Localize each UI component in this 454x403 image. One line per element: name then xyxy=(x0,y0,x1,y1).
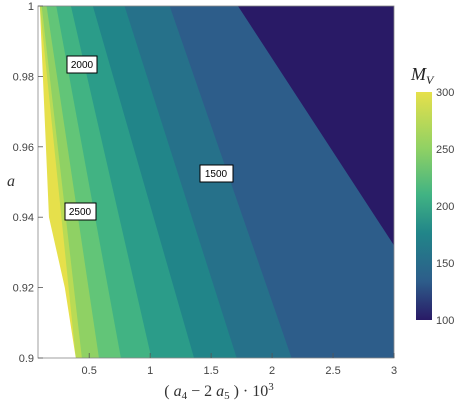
x-axis-label: ( a4 − 2 a5 ) · 103 xyxy=(164,381,274,402)
colorbar-tick-label: 2500 xyxy=(436,144,454,156)
colorbar-gradient xyxy=(416,92,432,320)
contour-label-1500: 1500 xyxy=(199,164,234,183)
colorbar-tick-label: 1000 xyxy=(436,315,454,327)
x-tick-label: 0.5 xyxy=(82,365,97,377)
colorbar: MV 1000 1500 2000 2500 3000 xyxy=(410,64,454,327)
colorbar-tick-label: 3000 xyxy=(436,87,454,99)
colorbar-title: MV xyxy=(410,64,435,87)
y-tick-label: 0.92 xyxy=(13,283,34,295)
colorbar-tick-label: 2000 xyxy=(436,201,454,213)
x-axis-ticks: 0.5 1 1.5 2 2.5 3 xyxy=(82,353,397,377)
y-tick-label: 0.9 xyxy=(19,353,34,365)
y-tick-label: 1 xyxy=(28,1,34,13)
y-axis-ticks: 0.9 0.92 0.94 0.96 0.98 1 xyxy=(13,1,43,365)
plot-frame xyxy=(37,5,395,359)
x-tick-label: 2.5 xyxy=(325,365,340,377)
contour-label-text: 2000 xyxy=(71,60,94,71)
x-tick-label: 3 xyxy=(391,365,397,377)
colorbar-tick-label: 1500 xyxy=(436,258,454,270)
y-tick-label: 0.94 xyxy=(13,212,34,224)
contour-label-2500: 2500 xyxy=(64,202,97,221)
contour-label-2000: 2000 xyxy=(66,55,98,74)
y-tick-label: 0.98 xyxy=(13,71,34,83)
contour-label-text: 2500 xyxy=(69,207,92,218)
y-tick-label: 0.96 xyxy=(13,142,34,154)
x-tick-label: 2 xyxy=(269,365,275,377)
x-tick-label: 1.5 xyxy=(203,365,218,377)
contour-label-text: 1500 xyxy=(205,169,228,180)
empty-region xyxy=(38,6,76,358)
y-axis-label: a xyxy=(7,173,15,190)
contour-labels: 2000 1500 2500 xyxy=(64,55,234,221)
colorbar-ticks: 1000 1500 2000 2500 3000 xyxy=(436,87,454,327)
x-tick-label: 1 xyxy=(147,365,153,377)
